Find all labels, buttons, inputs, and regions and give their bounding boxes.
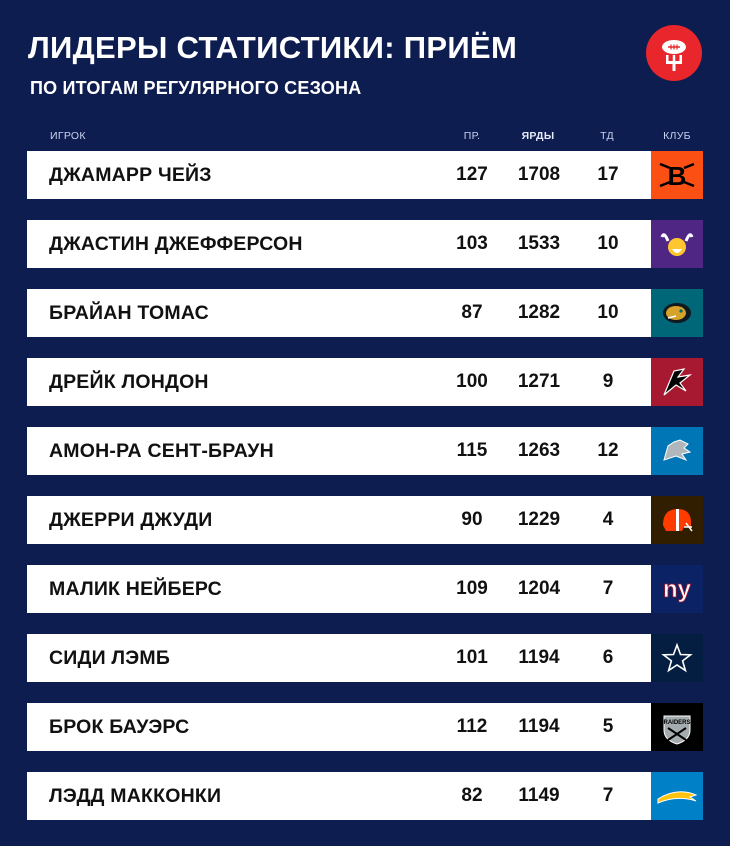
receptions-value: 100 (456, 371, 488, 392)
player-name: АМОН-РА СЕНТ-БРАУН (49, 440, 274, 462)
receptions-value: 115 (456, 440, 488, 461)
table-row: БРАЙАН ТОМАС 87 1282 10 (27, 289, 703, 337)
page-subtitle: ПО ИТОГАМ РЕГУЛЯРНОГО СЕЗОНА (30, 78, 362, 98)
jaguars-logo-icon (651, 289, 703, 337)
lions-logo-icon (651, 427, 703, 475)
td-value: 10 (597, 233, 619, 254)
yards-value: 1282 (517, 302, 561, 323)
td-value: 17 (597, 164, 619, 185)
receptions-value: 109 (456, 578, 488, 599)
receptions-value: 103 (456, 233, 488, 254)
yards-value: 1533 (517, 233, 561, 254)
table-row: ДЖАСТИН ДЖЕФФЕРСОН 103 1533 10 (27, 220, 703, 268)
player-name: ДЖЕРРИ ДЖУДИ (49, 509, 213, 531)
td-value: 9 (602, 371, 614, 392)
table-row: ДЖАМАРР ЧЕЙЗ 127 1708 17 B (27, 151, 703, 199)
td-value: 10 (597, 302, 619, 323)
cowboys-logo-icon (651, 634, 703, 682)
player-name: ДРЕЙК ЛОНДОН (49, 371, 209, 393)
player-name: БРОК БАУЭРС (49, 716, 190, 738)
chargers-logo-icon (651, 772, 703, 820)
td-value: 7 (602, 785, 614, 806)
yards-value: 1194 (518, 716, 560, 737)
table-row: ДРЕЙК ЛОНДОН 100 1271 9 (27, 358, 703, 406)
svg-text:B: B (668, 161, 687, 191)
td-value: 4 (602, 509, 614, 530)
table-row: АМОН-РА СЕНТ-БРАУН 115 1263 12 (27, 427, 703, 475)
svg-text:ny: ny (663, 576, 692, 603)
giants-logo-icon: ny (651, 565, 703, 613)
player-name: ДЖАСТИН ДЖЕФФЕРСОН (49, 233, 303, 255)
table-row: СИДИ ЛЭМБ 101 1194 6 (27, 634, 703, 682)
column-header-td: ТД (600, 130, 614, 142)
receptions-value: 101 (456, 647, 488, 668)
yards-value: 1708 (517, 164, 561, 185)
receptions-value: 112 (456, 716, 488, 737)
player-name: БРАЙАН ТОМАС (49, 302, 209, 324)
yards-value: 1229 (517, 509, 561, 530)
browns-logo-icon (651, 496, 703, 544)
player-name: ДЖАМАРР ЧЕЙЗ (49, 164, 212, 186)
td-value: 12 (597, 440, 619, 461)
receptions-value: 127 (456, 164, 488, 185)
td-value: 6 (602, 647, 614, 668)
td-value: 5 (602, 716, 614, 737)
table-header: ИГРОК ПР. ЯРДЫ ТД КЛУБ (0, 130, 730, 144)
yards-value: 1194 (518, 647, 560, 668)
raiders-logo-icon: RAIDERS (651, 703, 703, 751)
falcons-logo-icon (651, 358, 703, 406)
bengals-logo-icon: B (651, 151, 703, 199)
vikings-logo-icon (651, 220, 703, 268)
football-fork-logo-icon (646, 25, 702, 81)
table-row: ДЖЕРРИ ДЖУДИ 90 1229 4 (27, 496, 703, 544)
column-header-club: КЛУБ (663, 130, 691, 142)
page-title: ЛИДЕРЫ СТАТИСТИКИ: ПРИЁМ (28, 30, 518, 65)
receptions-value: 82 (461, 785, 483, 806)
yards-value: 1263 (517, 440, 561, 461)
table-row: ЛЭДД МАККОНКИ 82 1149 7 (27, 772, 703, 820)
column-header-receptions: ПР. (463, 130, 481, 142)
player-name: СИДИ ЛЭМБ (49, 647, 171, 669)
svg-text:RAIDERS: RAIDERS (663, 720, 690, 726)
receptions-value: 87 (461, 302, 483, 323)
td-value: 7 (602, 578, 614, 599)
player-name: МАЛИК НЕЙБЕРС (49, 578, 222, 600)
table-row: МАЛИК НЕЙБЕРС 109 1204 7 ny (27, 565, 703, 613)
table-row: БРОК БАУЭРС 112 1194 5 RAIDERS (27, 703, 703, 751)
column-header-player: ИГРОК (50, 130, 86, 142)
player-name: ЛЭДД МАККОНКИ (49, 785, 222, 807)
yards-value: 1204 (517, 578, 561, 599)
yards-value: 1149 (518, 785, 560, 806)
receptions-value: 90 (461, 509, 483, 530)
column-header-yards: ЯРДЫ (521, 130, 555, 142)
yards-value: 1271 (517, 371, 561, 392)
